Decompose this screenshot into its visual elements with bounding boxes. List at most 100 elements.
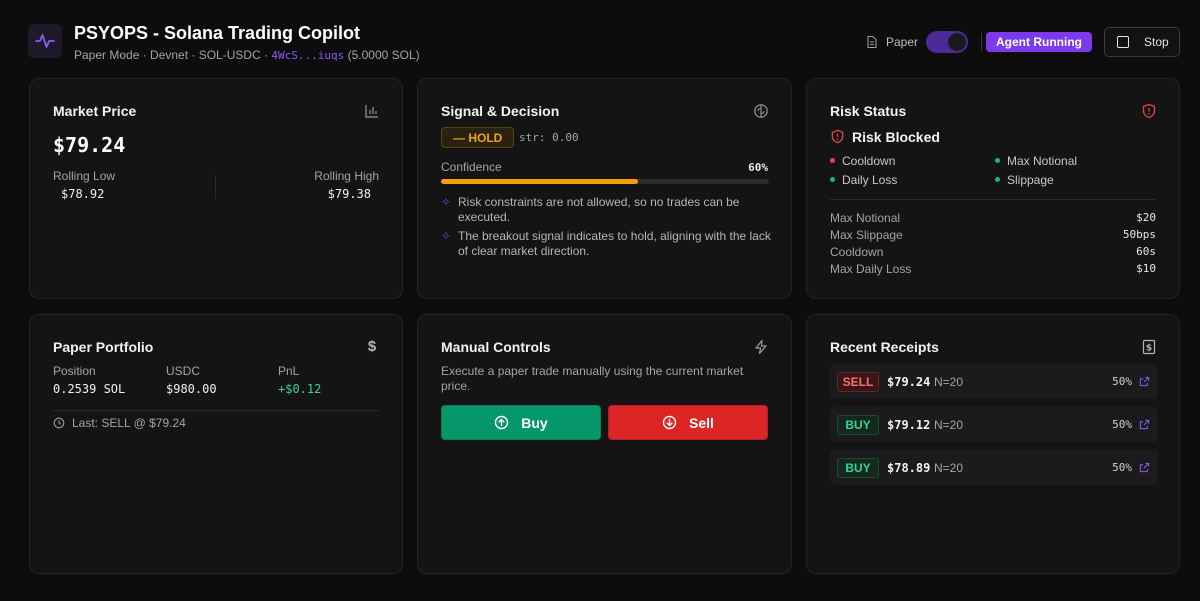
pnl-label: PnL bbox=[278, 364, 300, 378]
receipt-sample-size: N=20 bbox=[934, 418, 964, 432]
rolling-low-value: $78.92 bbox=[61, 187, 105, 201]
risk-check-daily-loss: Daily Loss bbox=[830, 173, 897, 187]
paper-mode-control: Paper bbox=[865, 31, 968, 53]
status-dot bbox=[995, 158, 1000, 164]
card-title: Risk Status bbox=[830, 103, 907, 119]
stop-icon bbox=[1117, 36, 1129, 48]
header-divider bbox=[981, 33, 982, 51]
app-title: PSYOPS - Solana Trading Copilot bbox=[74, 23, 361, 43]
brain-icon bbox=[754, 104, 768, 118]
side-badge: SELL bbox=[837, 372, 879, 392]
limit-label: Max Daily Loss bbox=[830, 262, 912, 276]
risk-check-label: Cooldown bbox=[842, 154, 896, 168]
recent-receipts-card: Recent Receipts $ SELL $79.24 N=20 50% B… bbox=[806, 314, 1180, 574]
clock-icon bbox=[53, 417, 65, 429]
limit-value: 60s bbox=[1136, 245, 1156, 258]
limit-row: Max Notional $20 bbox=[830, 211, 1156, 225]
limit-row: Cooldown 60s bbox=[830, 245, 1156, 259]
receipt-icon: $ bbox=[1142, 339, 1156, 355]
reason-item: ✧ Risk constraints are not allowed, so n… bbox=[441, 195, 771, 225]
risk-check-label: Slippage bbox=[1007, 173, 1054, 187]
signal-decision-card: Signal & Decision — HOLD str: 0.00 Confi… bbox=[417, 78, 792, 299]
receipt-confidence: 50% bbox=[1112, 418, 1132, 431]
status-dot bbox=[995, 177, 1000, 183]
activity-icon bbox=[35, 34, 55, 48]
limit-label: Max Slippage bbox=[830, 228, 903, 242]
rolling-low-label: Rolling Low bbox=[53, 169, 116, 183]
limit-value: $10 bbox=[1136, 262, 1156, 275]
limit-row: Max Daily Loss $10 bbox=[830, 262, 1156, 276]
decision-badge: — HOLD bbox=[441, 127, 515, 148]
usdc-value: $980.00 bbox=[166, 382, 217, 396]
position-value: 0.2539 SOL bbox=[53, 382, 126, 396]
stat-divider bbox=[215, 175, 216, 199]
agent-status-badge: Agent Running bbox=[986, 32, 1092, 52]
reason-text: The breakout signal indicates to hold, a… bbox=[458, 229, 771, 258]
stop-button[interactable]: Stop bbox=[1104, 27, 1180, 57]
status-dot bbox=[830, 177, 835, 183]
risk-state: Risk Blocked bbox=[852, 129, 940, 145]
stop-label: Stop bbox=[1144, 35, 1169, 49]
receipt-sample-size: N=20 bbox=[934, 461, 964, 475]
pnl-value: +$0.12 bbox=[278, 382, 322, 396]
position-label: Position bbox=[53, 364, 96, 378]
buy-button[interactable]: Buy bbox=[441, 405, 601, 440]
sell-button[interactable]: Sell bbox=[608, 405, 768, 440]
bar-chart-icon bbox=[365, 105, 378, 118]
mode-network-pair: Paper Mode · Devnet · SOL-USDC · bbox=[74, 48, 272, 62]
reason-item: ✧ The breakout signal indicates to hold,… bbox=[441, 229, 771, 259]
sell-label: Sell bbox=[689, 414, 714, 431]
shield-alert-icon bbox=[831, 129, 844, 144]
receipt-confidence: 50% bbox=[1112, 375, 1132, 388]
external-link-icon[interactable] bbox=[1139, 419, 1150, 430]
signal-strength: str: 0.00 bbox=[519, 131, 579, 144]
receipt-row[interactable]: BUY $79.12 N=20 50% bbox=[830, 407, 1158, 442]
svg-text:$: $ bbox=[1146, 344, 1152, 354]
rolling-high-value: $79.38 bbox=[327, 187, 371, 201]
confidence-value: 60% bbox=[748, 161, 768, 174]
app-subtitle: Paper Mode · Devnet · SOL-USDC · 4WcS...… bbox=[74, 48, 420, 62]
usdc-label: USDC bbox=[166, 364, 201, 378]
paper-toggle[interactable] bbox=[926, 31, 968, 53]
buy-label: Buy bbox=[521, 414, 548, 431]
receipt-price: $79.24 bbox=[887, 375, 931, 389]
dollar-icon: $ bbox=[367, 338, 377, 355]
receipt-price: $79.12 bbox=[887, 418, 931, 432]
document-icon bbox=[867, 35, 877, 49]
paper-label: Paper bbox=[885, 35, 918, 49]
rolling-high-label: Rolling High bbox=[314, 169, 379, 183]
last-trade: Last: SELL @ $79.24 bbox=[72, 416, 186, 430]
risk-check-label: Daily Loss bbox=[842, 173, 898, 187]
receipt-row[interactable]: BUY $78.89 N=20 50% bbox=[830, 450, 1158, 485]
reason-text: Risk constraints are not allowed, so no … bbox=[458, 195, 740, 224]
app-header: PSYOPS - Solana Trading Copilot Paper Mo… bbox=[28, 22, 1180, 64]
current-price: $79.24 bbox=[53, 133, 126, 157]
card-title: Paper Portfolio bbox=[53, 339, 154, 355]
receipt-confidence: 50% bbox=[1112, 461, 1132, 474]
receipt-row[interactable]: SELL $79.24 N=20 50% bbox=[830, 364, 1158, 399]
confidence-bar bbox=[441, 179, 769, 184]
risk-status-card: Risk Status Risk Blocked Cooldown Max No… bbox=[806, 78, 1180, 299]
paper-portfolio-card: Paper Portfolio $ Position 0.2539 SOL US… bbox=[29, 314, 403, 574]
limit-value: $20 bbox=[1136, 211, 1156, 224]
receipt-price: $78.89 bbox=[887, 461, 931, 475]
wallet-address[interactable]: 4WcS...iuqs bbox=[271, 49, 345, 62]
wallet-balance: (5.0000 SOL) bbox=[344, 48, 420, 62]
arrow-down-circle-icon bbox=[662, 415, 677, 430]
risk-check-label: Max Notional bbox=[1007, 154, 1078, 168]
external-link-icon[interactable] bbox=[1139, 462, 1150, 473]
toggle-knob bbox=[948, 33, 966, 51]
market-price-card: Market Price $79.24 Rolling Low $78.92 R… bbox=[29, 78, 403, 299]
risk-check-max-notional: Max Notional bbox=[995, 154, 1077, 168]
external-link-icon[interactable] bbox=[1139, 376, 1150, 387]
confidence-fill bbox=[441, 179, 638, 184]
limit-label: Max Notional bbox=[830, 211, 901, 225]
sparkle-icon: ✧ bbox=[441, 195, 452, 209]
logo bbox=[28, 24, 62, 58]
receipt-sample-size: N=20 bbox=[934, 375, 964, 389]
confidence-label: Confidence bbox=[441, 160, 502, 174]
lightning-icon bbox=[755, 339, 767, 355]
sparkle-icon: ✧ bbox=[441, 229, 452, 243]
controls-description: Execute a paper trade manually using the… bbox=[441, 364, 744, 393]
card-title: Manual Controls bbox=[441, 339, 551, 355]
